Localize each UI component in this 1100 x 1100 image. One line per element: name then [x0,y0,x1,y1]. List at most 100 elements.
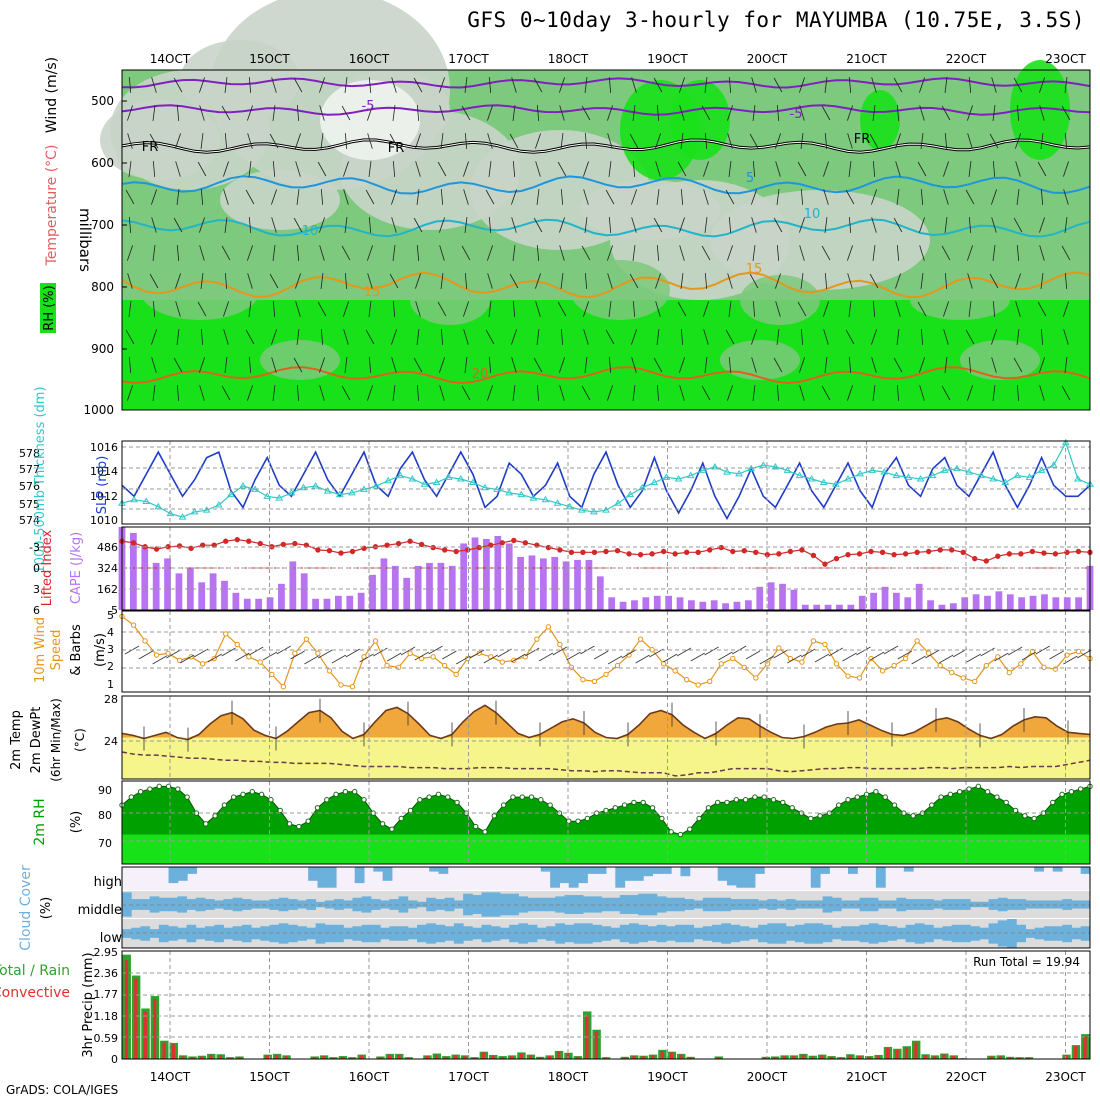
cloud-bar [1080,867,1091,874]
thickness-marker [856,469,864,477]
wind-barb [1013,77,1023,93]
rh2m-marker [1050,799,1056,806]
wind-barb [440,273,444,289]
rh2m-marker [510,794,516,800]
wind-barb [752,105,756,121]
wind-barb [1039,385,1045,401]
wind-speed-marker [856,675,863,681]
wind-barb [200,133,204,149]
thickness-marker [384,476,393,484]
wind-barb [319,77,325,93]
cape-bar [836,604,843,610]
wind-barb [511,357,517,373]
wind-barb [272,300,276,318]
wind-barb [463,301,469,317]
precip-conv-bar [763,1057,768,1059]
wind-barb [125,329,135,345]
cape-bar [790,589,798,610]
cloud-bar [308,867,318,881]
time-label-bottom: 23OCT [1045,1070,1086,1084]
wind-speed-marker [753,675,759,681]
li-marker [395,540,402,547]
time-label-bottom: 18OCT [548,1070,589,1084]
li-marker [557,547,563,553]
wind-barb [752,300,756,318]
wind-barb [583,329,589,345]
rh2m-marker [789,805,795,811]
precip-conv-bar [538,1057,542,1059]
wind-barb [728,356,732,374]
wind-barb [991,357,997,373]
wind-barb [1039,77,1045,93]
cape-bar [141,546,149,610]
cloud-bar [875,867,886,888]
panel-frames [121,69,1091,1060]
wind-barb [1063,189,1069,205]
thickness-tick-label: 576 [19,480,40,493]
wind-barb-10m [290,650,305,660]
wind-barb [199,217,205,233]
cloud-bar [382,867,393,881]
cape-bar [539,558,547,610]
thickness-tick-label: 578 [19,447,40,460]
wind-barb [199,385,205,401]
wind-barb-10m [566,651,581,661]
wind-barb [919,357,925,373]
wind-speed-marker [153,652,160,658]
rh2m-marker [212,813,218,819]
wind-barb [368,76,372,94]
rh-dry-region [220,170,340,230]
rh2m-marker [975,783,982,790]
wind-barb [797,161,807,177]
wind-barb [536,189,540,205]
wind-barb-10m [442,650,457,660]
wind-speed-marker [960,675,966,681]
cloud-bar [717,867,728,881]
wind-barb [632,385,636,401]
wind-barb-10m [676,647,692,657]
rh2m-marker [1077,786,1084,792]
wind-barb [749,273,759,289]
rh2m-marker [770,797,777,803]
wind-barb [893,77,903,93]
rh2m-marker [696,815,702,822]
precip-conv-bar [998,1056,1003,1059]
wind-barb [896,329,900,345]
cloud-bar [1052,867,1063,872]
wind-speed-marker [614,662,621,669]
rh2m-marker [547,802,553,808]
precip-conv-bar [914,1042,918,1059]
pressure-tick-label: 600 [91,156,114,170]
wind-barb [557,301,567,317]
wind-barb [296,104,300,122]
wind-barb [1063,161,1069,177]
wind-barb [701,385,711,401]
wind-barb [824,357,828,373]
wind-barb [488,356,492,374]
wind-barb [655,273,661,289]
cloud-bar [739,899,750,910]
time-label-top: 14OCT [150,52,191,66]
wind-barb [224,77,228,93]
wind-barb [607,245,613,261]
cloud-bar [527,924,538,943]
precip-conv-bar [669,1052,674,1059]
wind-barb [799,385,805,401]
rh2m-marker [147,786,153,792]
cape-bar [471,537,479,610]
wind-barb [272,160,276,178]
rh2m-marker [649,805,656,811]
wind-barb [197,301,207,317]
time-label-bottom: 15OCT [249,1070,290,1084]
wind-speed-marker [787,655,794,662]
precip-conv-bar [500,1056,505,1059]
precip-conv-bar [237,1057,241,1059]
wind-barb [895,301,901,317]
wind-tick-label: 4 [107,626,114,639]
li-marker [476,544,482,551]
li-marker [753,549,759,555]
wind-barb [559,357,565,373]
wind-barb [200,328,204,346]
rh2m-marker [631,799,637,806]
wind-barb [535,161,541,177]
